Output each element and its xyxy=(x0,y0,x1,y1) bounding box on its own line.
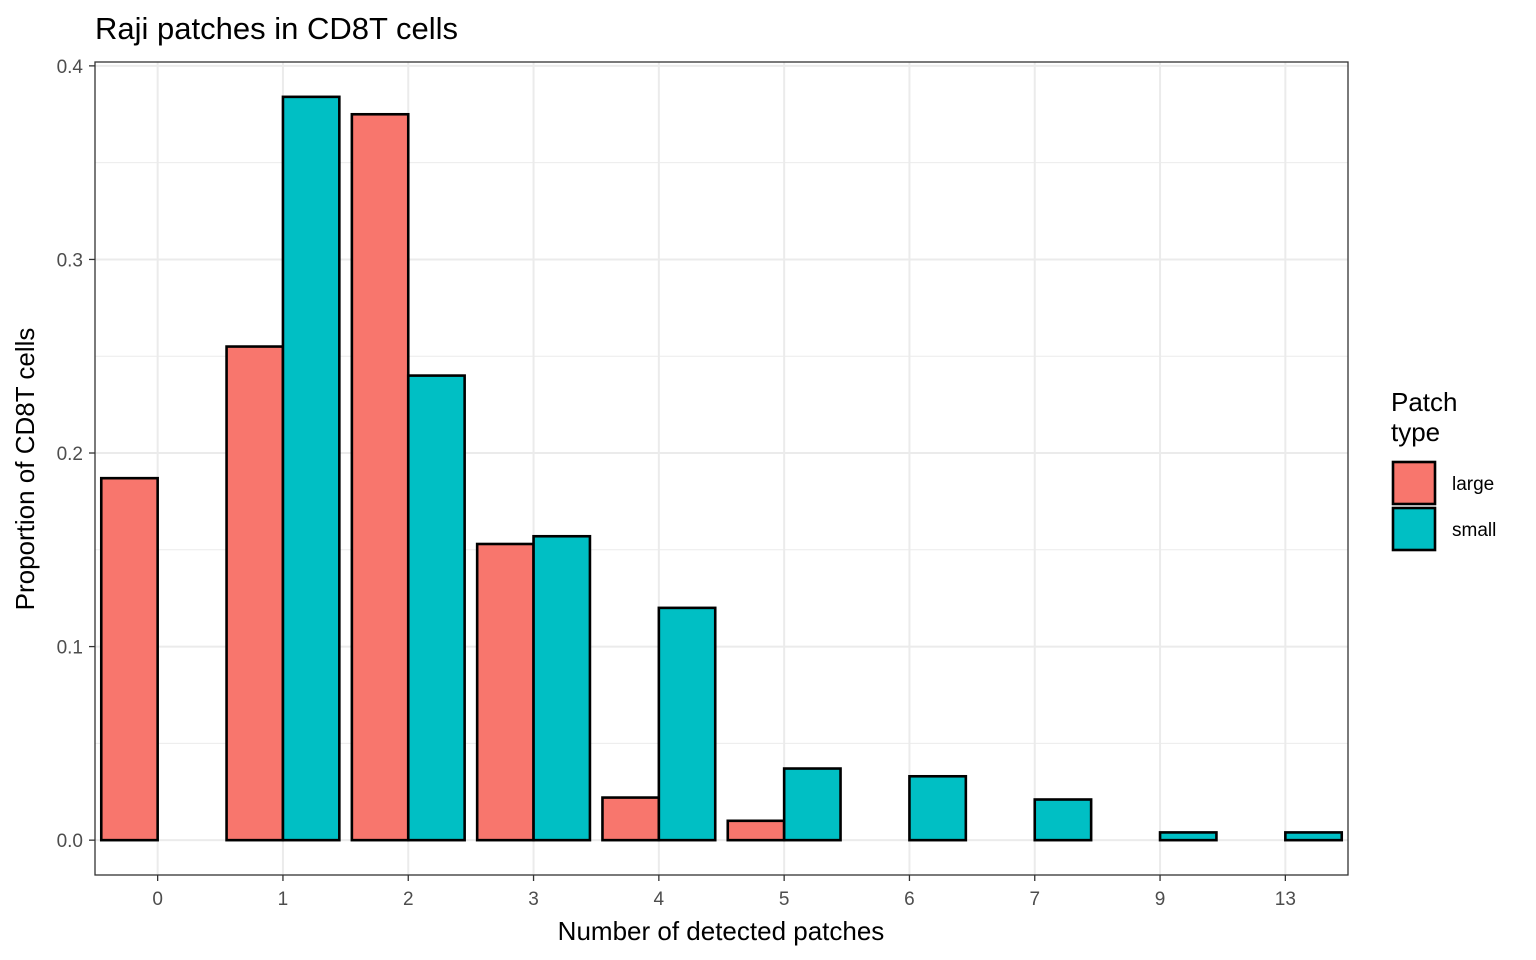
x-tick-label: 5 xyxy=(779,889,790,910)
bars xyxy=(99,95,1344,842)
bar-large-0 xyxy=(99,476,159,842)
legend-title-line-1: Patch xyxy=(1391,387,1458,417)
plot-area xyxy=(94,61,1349,876)
bar-small-6 xyxy=(908,774,968,842)
x-tick-label: 13 xyxy=(1275,889,1296,910)
legend-label-large: large xyxy=(1452,474,1494,495)
bar-small-4 xyxy=(657,606,717,842)
y-tick-label: 0.0 xyxy=(57,831,83,852)
bar-large-3 xyxy=(475,542,535,842)
bar-large-5 xyxy=(726,819,786,842)
x-axis-title: Number of detected patches xyxy=(558,916,885,946)
bar-small-7 xyxy=(1033,798,1093,842)
bar-small-3 xyxy=(532,534,592,842)
bar-small-2 xyxy=(406,374,466,842)
bar-large-4 xyxy=(601,796,661,842)
y-tick-label: 0.2 xyxy=(57,444,83,465)
legend: Patch type large small xyxy=(1391,387,1496,552)
bar-small-9 xyxy=(1158,831,1218,842)
bar-large-2 xyxy=(350,112,410,842)
y-axis: 0.0 0.1 0.2 0.3 0.4 xyxy=(57,57,95,852)
chart-title: Raji patches in CD8T cells xyxy=(95,11,458,46)
y-tick-label: 0.1 xyxy=(57,638,83,659)
x-tick-label: 4 xyxy=(654,889,665,910)
bar-small-5 xyxy=(782,767,842,842)
x-axis: 0 1 2 3 4 5 6 7 9 13 xyxy=(152,875,1296,910)
x-tick-label: 2 xyxy=(403,889,414,910)
legend-title-line-2: type xyxy=(1391,417,1440,447)
bar-small-1 xyxy=(281,95,341,842)
bar-small-13 xyxy=(1284,831,1344,842)
plot-border xyxy=(94,61,1349,876)
legend-label-small: small xyxy=(1452,520,1496,541)
x-tick-label: 3 xyxy=(528,889,539,910)
legend-key-large xyxy=(1391,460,1437,506)
x-tick-label: 0 xyxy=(152,889,163,910)
legend-key-small xyxy=(1391,506,1437,552)
y-tick-label: 0.4 xyxy=(57,57,84,78)
x-tick-label: 9 xyxy=(1155,889,1166,910)
bar-large-1 xyxy=(225,345,285,842)
legend-items: large small xyxy=(1391,460,1496,552)
x-tick-label: 7 xyxy=(1029,889,1040,910)
x-tick-label: 6 xyxy=(904,889,915,910)
y-axis-title: Proportion of CD8T cells xyxy=(10,328,40,611)
x-tick-label: 1 xyxy=(278,889,289,910)
y-tick-label: 0.3 xyxy=(57,250,83,271)
